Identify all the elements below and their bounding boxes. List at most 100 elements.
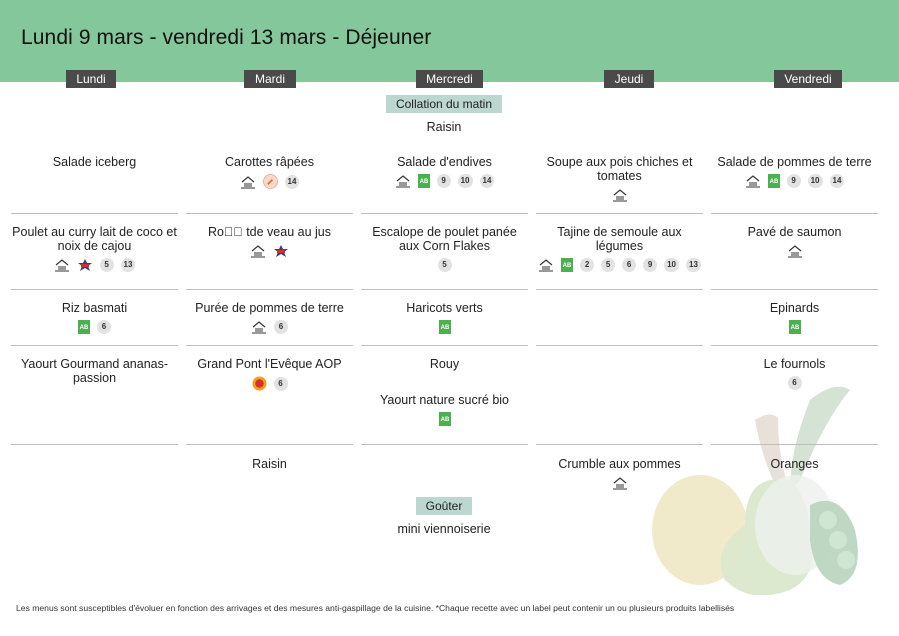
dish-name: Salade iceberg: [52, 155, 137, 169]
allergen-badge: 14: [284, 174, 300, 189]
row-divider: [11, 444, 178, 445]
dish-item: Salade iceberg: [11, 155, 178, 169]
menu-cell-mercredi-2: Haricots verts AB: [361, 301, 528, 334]
morning-snack-label: Collation du matin: [386, 95, 502, 113]
dish-labels: AB 2 5 6 9 10 13: [536, 258, 703, 272]
row-divider: [711, 444, 878, 445]
row-divider: [361, 289, 528, 290]
day-tab-lundi: Lundi: [66, 70, 116, 88]
row-divider: [186, 345, 353, 346]
dish-name: Pavé de saumon: [747, 225, 842, 239]
dish-item: Salade de pommes de terre AB 9 10 14: [711, 155, 878, 188]
house-made-icon: [612, 476, 628, 490]
row-divider: [536, 444, 703, 445]
allergen-badge: 10: [664, 258, 679, 272]
row-divider: [536, 289, 703, 290]
vegetables-illustration: [652, 386, 858, 595]
row-divider: [186, 444, 353, 445]
dish-labels: AB: [361, 320, 528, 334]
dish-name: Oranges: [770, 457, 819, 471]
dish-item: Raisin: [186, 457, 353, 471]
allergen-badge: 6: [97, 320, 111, 334]
carrot-origin-icon: [262, 174, 278, 189]
svg-text:AB: AB: [440, 325, 449, 331]
organic-ab-icon: AB: [788, 320, 801, 334]
dish-item: Yaourt nature sucré bio AB: [361, 393, 528, 426]
dish-name: Rouy: [429, 357, 460, 371]
dish-labels: [186, 244, 353, 258]
allergen-badge: 9: [786, 174, 801, 188]
dish-labels: 6: [186, 320, 353, 334]
menu-cell-mercredi-1: Escalope de poulet panée aux Corn Flakes…: [361, 225, 528, 272]
menu-cell-mercredi-3: Rouy Yaourt nature sucré bio AB: [361, 357, 528, 426]
dish-labels: [536, 476, 703, 490]
dish-name: Yaourt nature sucré bio: [379, 393, 509, 407]
dish-name: Poulet au curry lait de coco et noix de …: [12, 225, 177, 253]
row-divider: [536, 213, 703, 214]
allergen-badge: 10: [457, 174, 473, 188]
menu-cell-lundi-0: Salade iceberg: [11, 155, 178, 169]
menu-cell-jeudi-0: Soupe aux pois chiches et tomates: [536, 155, 703, 202]
dish-name: Soupe aux pois chiches et tomates: [546, 155, 693, 183]
dish-item: Ro   tde veau au jus: [186, 225, 353, 258]
allergen-badge: 5: [99, 258, 114, 272]
allergen-badge: 5: [601, 258, 616, 272]
allergen-badge: 6: [787, 376, 802, 390]
aop-icon: [251, 376, 267, 391]
row-divider: [11, 345, 178, 346]
organic-ab-icon: AB: [767, 174, 780, 188]
day-tab-jeudi: Jeudi: [604, 70, 654, 88]
allergen-badge: 2: [580, 258, 595, 272]
dish-labels: 14: [186, 174, 353, 189]
house-made-icon: [251, 320, 267, 334]
house-made-icon: [612, 188, 628, 202]
organic-ab-icon: AB: [438, 412, 451, 426]
row-divider: [536, 345, 703, 346]
dish-item: Epinards AB: [711, 301, 878, 334]
dish-item: Rouy: [361, 357, 528, 371]
allergen-badge: 13: [686, 258, 701, 272]
dish-name: Escalope de poulet panée aux Corn Flakes: [372, 225, 517, 253]
row-divider: [11, 289, 178, 290]
svg-text:AB: AB: [80, 325, 89, 331]
row-divider: [711, 213, 878, 214]
dish-labels: [711, 244, 878, 258]
organic-ab-icon: AB: [417, 174, 430, 188]
svg-text:AB: AB: [790, 325, 799, 331]
dish-name: Grand Pont l'Evêque AOP: [197, 357, 342, 371]
menu-cell-mardi-3: Grand Pont l'Evêque AOP 6: [186, 357, 353, 391]
morning-snack-item: Raisin: [426, 120, 462, 134]
row-divider: [361, 444, 528, 445]
dish-labels: AB: [361, 412, 528, 426]
house-made-icon: [54, 258, 70, 272]
row-divider: [186, 289, 353, 290]
dish-item: Riz basmati AB 6: [11, 301, 178, 334]
dish-name: Yaourt Gourmand ananas-passion: [20, 357, 169, 385]
menu-cell-vendredi-1: Pavé de saumon: [711, 225, 878, 258]
dish-name: Carottes râpées: [225, 155, 314, 169]
dish-item: Oranges: [711, 457, 878, 471]
allergen-badge: 14: [829, 174, 845, 188]
menu-cell-lundi-1: Poulet au curry lait de coco et noix de …: [11, 225, 178, 272]
dish-item: Poulet au curry lait de coco et noix de …: [11, 225, 178, 272]
allergen-badge: 10: [807, 174, 823, 188]
svg-text:AB: AB: [440, 417, 449, 423]
allergen-badge: 9: [643, 258, 658, 272]
house-made-icon: [250, 244, 266, 258]
svg-text:AB: AB: [419, 179, 428, 185]
menu-cell-lundi-3: Yaourt Gourmand ananas-passion: [11, 357, 178, 385]
dish-labels: [536, 188, 703, 202]
dish-item: Soupe aux pois chiches et tomates: [536, 155, 703, 202]
menu-cell-vendredi-3: Le fournols 6: [711, 357, 878, 390]
dish-item: Tajine de semoule aux légumes AB 2 5 6 9 10 13: [536, 225, 703, 272]
dish-item: Escalope de poulet panée aux Corn Flakes…: [361, 225, 528, 272]
dish-item: Le fournols 6: [711, 357, 878, 390]
house-made-icon: [240, 175, 256, 189]
allergen-badge: 6: [274, 320, 288, 334]
allergen-badge: 6: [622, 258, 637, 272]
dish-labels: 5: [361, 258, 528, 272]
allergen-badge: 13: [120, 258, 136, 272]
organic-ab-icon: AB: [78, 320, 90, 334]
menu-cell-vendredi-2: Epinards AB: [711, 301, 878, 334]
dish-labels: AB: [711, 320, 878, 334]
